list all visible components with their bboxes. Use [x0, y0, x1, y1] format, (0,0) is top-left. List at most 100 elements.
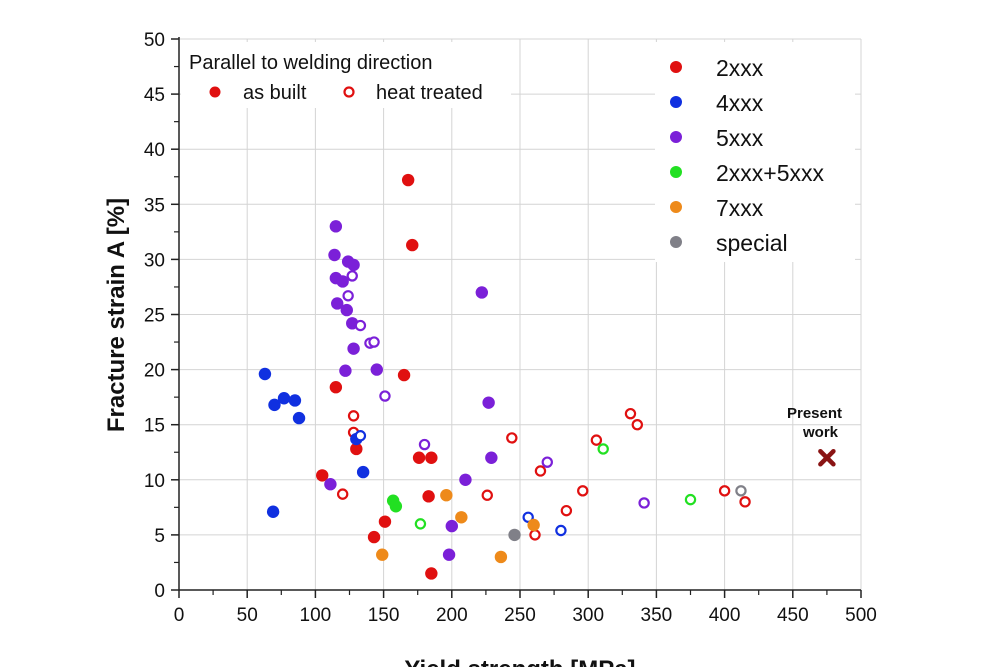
point-2xxx-5xxx-as-built [389, 500, 403, 513]
x-tick-label: 250 [504, 605, 536, 626]
legend-label-2xxx: 2xxx [716, 55, 764, 81]
x-tick-label: 350 [641, 605, 673, 626]
point-5xxx-as-built [445, 519, 458, 533]
point-2xxx-heat-treated [577, 485, 589, 497]
point-5xxx-as-built [340, 303, 353, 317]
point-2xxx-as-built [425, 567, 438, 580]
point-5xxx-heat-treated [638, 497, 650, 509]
x-tick-label: 100 [300, 605, 332, 626]
present-work-annotation: Present work [787, 405, 842, 467]
x-tick-label: 500 [845, 605, 877, 626]
point-2xxx-as-built [329, 381, 343, 394]
legend-series-bg [655, 42, 855, 262]
point-2xxx-heat-treated [624, 407, 637, 420]
present-work-cross-marker [818, 449, 836, 467]
point-2xxx-as-built [422, 490, 435, 503]
point-5xxx-as-built [370, 363, 383, 376]
point-4xxx-as-built [277, 392, 291, 405]
legend-marker-7xxx [670, 201, 682, 213]
point-7xxx-as-built [455, 511, 468, 524]
point-4xxx-as-built [292, 411, 306, 425]
point-5xxx-as-built [482, 396, 495, 409]
x-tick-label: 150 [368, 605, 400, 626]
point-7xxx-as-built [440, 489, 453, 502]
x-tick-label: 200 [436, 605, 468, 626]
axes: 0 50 100 150 200 250 300 350 400 450 500 0 5 10 15 20 25… [144, 30, 877, 626]
legend-label-5xxx: 5xxx [716, 125, 764, 151]
y-tick-label: 50 [144, 30, 165, 51]
point-4xxx-heat-treated [354, 430, 367, 442]
point-7xxx-as-built [494, 550, 508, 564]
point-5xxx-as-built [328, 248, 341, 262]
point-2xxx-as-built [367, 530, 381, 544]
y-tick-label: 25 [144, 306, 165, 327]
point-4xxx-heat-treated [522, 511, 534, 523]
point-2xxx-as-built [412, 451, 426, 464]
legend-parallel-bg [181, 42, 511, 108]
x-axis-title: Yield strength [MPa] [404, 656, 635, 667]
point-4xxx-as-built [268, 398, 281, 412]
legend-label-4xxx: 4xxx [716, 90, 764, 116]
y-tick-label: 20 [144, 361, 165, 382]
point-2xxx-as-built [316, 469, 329, 482]
point-5xxx-heat-treated [342, 290, 354, 302]
point-2xxx-as-built [401, 173, 415, 187]
point-4xxx-as-built [356, 465, 370, 479]
point-5xxx-as-built [459, 473, 472, 486]
point-special-as-built [508, 528, 521, 542]
y-tick-label: 35 [144, 195, 165, 216]
point-2xxx-heat-treated [590, 434, 603, 446]
point-2xxx-5xxx-heat-treated [414, 518, 427, 530]
legend-marker-5xxx [670, 131, 682, 143]
x-tick-label: 50 [237, 605, 258, 626]
point-4xxx-as-built [266, 505, 280, 518]
data-points [258, 173, 751, 580]
y-axis-title: Fracture strain A [%] [103, 198, 130, 432]
point-5xxx-as-built [331, 297, 344, 310]
legend-label-2xxx-5xxx: 2xxx+5xxx [716, 160, 825, 186]
point-5xxx-heat-treated [418, 438, 431, 451]
x-tick-label: 0 [174, 605, 185, 626]
point-2xxx-5xxx-heat-treated [597, 443, 609, 455]
point-2xxx-as-built [425, 451, 438, 464]
legend-heat-treated-marker [343, 86, 355, 98]
point-2xxx-heat-treated [347, 410, 360, 422]
point-5xxx-as-built [324, 478, 337, 491]
legend-label-7xxx: 7xxx [716, 195, 764, 221]
point-2xxx-as-built [350, 442, 363, 456]
point-2xxx-heat-treated [631, 419, 644, 431]
point-5xxx-heat-treated [379, 390, 391, 402]
point-5xxx-heat-treated [346, 270, 358, 282]
point-7xxx-as-built [527, 518, 540, 532]
present-work-label-line1: Present [787, 405, 842, 422]
y-tick-label: 0 [154, 581, 165, 602]
point-5xxx-heat-treated [368, 336, 380, 348]
point-5xxx-as-built [347, 342, 360, 355]
point-5xxx-heat-treated [541, 456, 553, 468]
point-2xxx-as-built [406, 238, 419, 252]
point-2xxx-heat-treated [560, 504, 573, 517]
legend-parallel-title: Parallel to welding direction [189, 52, 432, 74]
point-5xxx-as-built [336, 275, 349, 288]
y-tick-label: 5 [154, 526, 165, 547]
point-7xxx-as-built [376, 548, 389, 561]
legend-heat-treated-label: heat treated [376, 82, 483, 104]
y-tick-label: 15 [144, 416, 165, 437]
y-tick-label: 30 [144, 250, 165, 271]
point-2xxx-heat-treated [481, 489, 493, 501]
legend-label-special: special [716, 230, 788, 256]
point-2xxx-heat-treated [534, 465, 547, 477]
point-5xxx-as-built [442, 548, 456, 561]
point-5xxx-as-built [339, 364, 352, 377]
present-work-label-line2: work [802, 424, 839, 441]
x-tick-label: 300 [572, 605, 604, 626]
point-4xxx-as-built [288, 394, 302, 407]
point-4xxx-heat-treated [555, 524, 567, 537]
point-special-heat-treated [735, 485, 747, 497]
point-5xxx-as-built [475, 286, 489, 299]
point-2xxx-as-built [397, 368, 411, 382]
legend-marker-4xxx [670, 96, 682, 108]
legend-series: 2xxx 4xxx 5xxx 2xxx+5xxx 7xxx special [655, 42, 855, 262]
legend-parallel: Parallel to welding direction as built h… [181, 42, 511, 108]
